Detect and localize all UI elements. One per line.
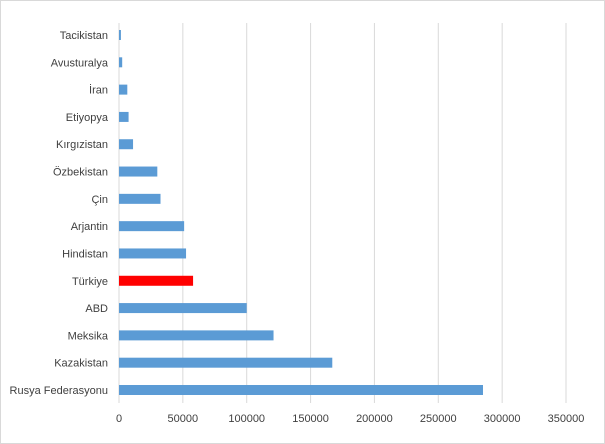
category-label: İran (89, 84, 108, 97)
bar (119, 166, 158, 177)
bar (119, 139, 134, 150)
x-tick-labels: 0 50000 100000 150000 200000 250000 300000 3500… (116, 413, 584, 425)
gridlines (118, 23, 567, 403)
x-tick-label: 250000 (420, 413, 457, 425)
category-label: Avusturalya (51, 57, 109, 69)
x-tick-label: 150000 (292, 413, 329, 425)
category-labels: Tacikistan Avusturalya İran Etiyopya Kırgızi… (10, 30, 109, 397)
bar (119, 303, 247, 314)
x-tick-label: 300000 (484, 413, 521, 425)
category-label: Hindistan (62, 248, 108, 260)
x-tick-label: 50000 (168, 413, 199, 425)
category-label: Arjantin (71, 221, 108, 233)
bar (119, 275, 194, 286)
x-tick-label: 100000 (228, 413, 265, 425)
category-label: Meksika (68, 330, 109, 342)
bar (119, 330, 274, 341)
category-label: ABD (85, 303, 108, 315)
bar (119, 57, 123, 68)
bars (119, 30, 483, 395)
bar (119, 248, 187, 259)
x-tick-label: 200000 (356, 413, 393, 425)
bar (119, 385, 483, 395)
bar (119, 84, 128, 95)
x-tick-label: 0 (116, 413, 122, 425)
category-label: Rusya Federasyonu (10, 385, 108, 397)
category-label: Türkiye (72, 276, 108, 288)
category-label: Kazakistan (54, 358, 108, 370)
category-label: Tacikistan (60, 30, 108, 42)
category-label: Çin (91, 194, 108, 206)
category-label: Kırgızistan (56, 139, 108, 151)
bar (119, 193, 161, 204)
bar (119, 357, 333, 368)
category-label: Özbekistan (53, 167, 108, 179)
category-label: Etiyopya (66, 112, 109, 124)
bar (119, 30, 121, 40)
bar (119, 111, 129, 122)
x-tick-label: 350000 (548, 413, 585, 425)
bar (119, 221, 185, 232)
